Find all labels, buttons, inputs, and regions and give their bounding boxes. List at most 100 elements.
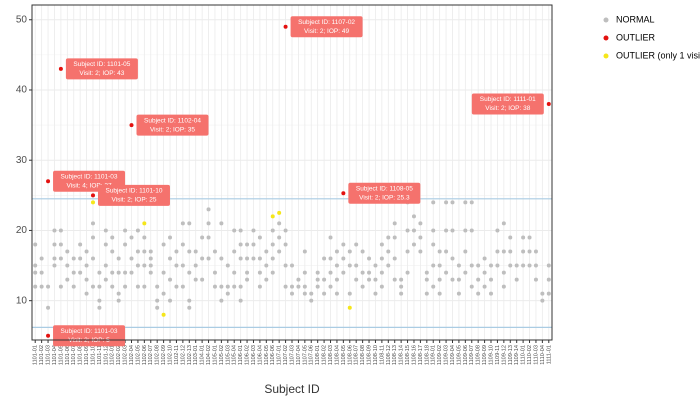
point xyxy=(33,263,38,268)
point xyxy=(302,270,307,275)
point xyxy=(283,242,288,247)
point xyxy=(431,284,436,289)
point xyxy=(135,249,140,254)
point xyxy=(219,256,224,261)
point xyxy=(540,291,545,296)
point xyxy=(495,249,500,254)
point xyxy=(283,24,288,29)
point xyxy=(386,249,391,254)
point xyxy=(39,270,44,275)
x-tick-label: 1110-04 xyxy=(540,345,546,365)
point xyxy=(341,191,346,196)
point xyxy=(437,263,442,268)
point xyxy=(142,221,147,226)
point xyxy=(411,214,416,219)
point xyxy=(354,263,359,268)
point xyxy=(180,242,185,247)
point xyxy=(116,270,121,275)
point xyxy=(379,256,384,261)
legend-label: NORMAL xyxy=(616,14,655,24)
point xyxy=(277,235,282,240)
point xyxy=(489,291,494,296)
point xyxy=(270,214,275,219)
point xyxy=(142,235,147,240)
point xyxy=(65,277,70,282)
point xyxy=(97,305,102,310)
point xyxy=(129,256,134,261)
point xyxy=(232,284,237,289)
point xyxy=(469,284,474,289)
point xyxy=(373,263,378,268)
point xyxy=(360,270,365,275)
point xyxy=(334,249,339,254)
point xyxy=(495,228,500,233)
x-tick-label: 1102-01 xyxy=(110,345,116,365)
point xyxy=(155,305,160,310)
point xyxy=(527,263,532,268)
point xyxy=(527,249,532,254)
x-tick-label: 1101-04 xyxy=(52,345,58,365)
x-tick-label: 1108-05 xyxy=(341,345,347,365)
point xyxy=(200,256,205,261)
x-tick-label: 1107-01 xyxy=(277,345,283,365)
x-tick-label: 1102-08 xyxy=(155,345,161,365)
annotation: Subject ID: 1107-02 Visit: 2; IOP: 49 xyxy=(290,16,363,38)
point xyxy=(546,102,551,107)
point xyxy=(180,221,185,226)
x-tick-label: 1104-01 xyxy=(200,345,206,365)
x-tick-label: 1109-08 xyxy=(476,345,482,365)
x-tick-label: 1106-04 xyxy=(257,345,263,365)
point xyxy=(52,242,57,247)
point xyxy=(546,263,551,268)
point xyxy=(463,200,468,205)
point xyxy=(392,235,397,240)
x-tick-label: 1109-02 xyxy=(437,345,443,365)
point xyxy=(264,277,269,282)
point xyxy=(373,277,378,282)
x-tick-label: 1104-02 xyxy=(206,345,212,365)
x-tick-label: 1109-06 xyxy=(463,345,469,365)
x-tick-label: 1107-06 xyxy=(309,345,315,365)
point xyxy=(501,249,506,254)
point xyxy=(277,210,282,215)
point xyxy=(283,263,288,268)
point xyxy=(437,249,442,254)
point xyxy=(341,256,346,261)
point xyxy=(437,277,442,282)
point xyxy=(424,277,429,282)
point xyxy=(533,277,538,282)
point xyxy=(264,263,269,268)
point xyxy=(489,263,494,268)
point xyxy=(437,291,442,296)
x-tick-label: 1109-13 xyxy=(508,345,514,365)
x-tick-label: 1110-03 xyxy=(533,345,539,365)
point xyxy=(322,291,327,296)
annotation: Subject ID: 1101-10 Visit: 2; IOP: 25 xyxy=(97,184,170,206)
point xyxy=(39,284,44,289)
point xyxy=(212,270,217,275)
point xyxy=(123,228,128,233)
point xyxy=(129,123,134,128)
point xyxy=(200,277,205,282)
point xyxy=(219,284,224,289)
point xyxy=(405,270,410,275)
point xyxy=(283,228,288,233)
point xyxy=(469,200,474,205)
point xyxy=(456,263,461,268)
point xyxy=(52,228,57,233)
point xyxy=(129,235,134,240)
point xyxy=(418,235,423,240)
point xyxy=(200,235,205,240)
point xyxy=(495,263,500,268)
point xyxy=(296,284,301,289)
point xyxy=(58,256,63,261)
x-tick-label: 1106-03 xyxy=(251,345,257,365)
point xyxy=(142,249,147,254)
point xyxy=(129,270,134,275)
point xyxy=(328,270,333,275)
point xyxy=(78,242,83,247)
point xyxy=(97,298,102,303)
x-tick-label: 1102-12 xyxy=(180,345,186,365)
point xyxy=(78,256,83,261)
point xyxy=(39,256,44,261)
